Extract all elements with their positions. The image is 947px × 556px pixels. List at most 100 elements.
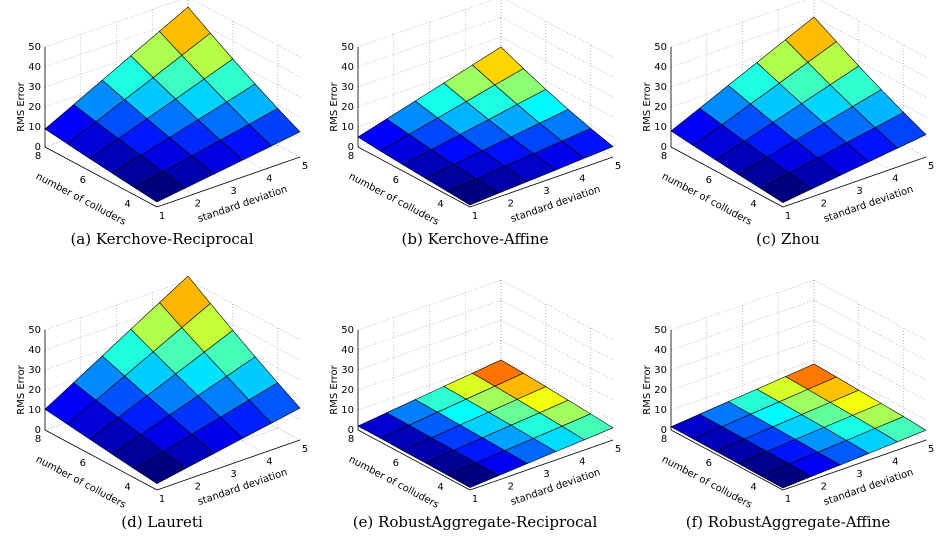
z-tick-label: 0 (661, 425, 667, 436)
x-tick-label: 3 (543, 186, 549, 197)
z-axis-label: RMS Error (329, 81, 340, 131)
caption: (d) Laureti (121, 513, 203, 531)
z-tick-label: 50 (654, 325, 667, 336)
grid-line (500, 319, 614, 381)
x-tick-label: 5 (928, 444, 934, 455)
z-tick-label: 40 (654, 345, 667, 356)
x-tick-label: 5 (615, 444, 621, 455)
y-tick-label: 8 (661, 151, 667, 162)
z-tick-label: 40 (341, 62, 354, 73)
x-tick-label: 4 (579, 457, 585, 468)
x-tick-label: 3 (856, 186, 862, 197)
x-axis (469, 439, 614, 491)
y-tick-label: 6 (706, 175, 712, 186)
x-tick-label: 1 (785, 211, 791, 222)
grid-line (500, 359, 614, 421)
y-tick-label: 8 (661, 434, 667, 445)
y-tick-label: 6 (706, 458, 712, 469)
z-tick-label: 10 (341, 122, 354, 133)
grid-line (187, 16, 301, 78)
x-axis-label: standard deviation (822, 184, 914, 225)
x-tick-label: 2 (508, 199, 514, 210)
y-tick-label: 6 (393, 458, 399, 469)
y-tick-label: 8 (348, 151, 354, 162)
x-tick-label: 3 (230, 186, 236, 197)
grid-line (500, 16, 614, 78)
x-tick-label: 5 (302, 444, 308, 455)
y-tick-label: 6 (80, 175, 86, 186)
x-tick-label: 2 (508, 482, 514, 493)
surface-face (760, 172, 813, 203)
z-tick-label: 30 (654, 82, 667, 93)
grid-line (500, 36, 614, 98)
z-axis-label: RMS Error (329, 364, 340, 414)
grid-line (813, 279, 927, 341)
x-axis-label: standard deviation (509, 467, 601, 508)
z-tick-label: 30 (341, 365, 354, 376)
z-tick-label: 10 (654, 122, 667, 133)
grid-line (500, 279, 614, 341)
grid-line (500, 339, 614, 401)
z-tick-label: 20 (654, 102, 667, 113)
grid-line (500, 299, 614, 361)
grid-line (187, 279, 301, 341)
x-tick-label: 5 (928, 161, 934, 172)
z-tick-label: 10 (654, 405, 667, 416)
y-axis (670, 146, 784, 208)
x-tick-label: 3 (230, 469, 236, 480)
x-tick-label: 5 (615, 161, 621, 172)
z-tick-label: 10 (341, 405, 354, 416)
grid-line (813, 16, 927, 78)
z-axis-label: RMS Error (642, 364, 653, 414)
grid-line (357, 359, 502, 411)
z-axis-label: RMS Error (16, 364, 27, 414)
z-tick-label: 40 (28, 62, 41, 73)
z-tick-label: 50 (28, 325, 41, 336)
y-axis (357, 146, 471, 208)
x-tick-label: 5 (302, 161, 308, 172)
x-tick-label: 1 (785, 494, 791, 505)
grid-line (357, 299, 502, 351)
grid-line (44, 16, 189, 68)
x-tick-label: 2 (821, 199, 827, 210)
x-tick-label: 4 (892, 457, 898, 468)
grid-line (357, 16, 502, 68)
x-tick-label: 1 (472, 211, 478, 222)
z-tick-label: 20 (341, 102, 354, 113)
z-axis-label: RMS Error (16, 81, 27, 131)
x-tick-label: 1 (159, 211, 165, 222)
x-axis-label: standard deviation (509, 184, 601, 225)
grid-line (192, 0, 301, 58)
y-axis (357, 429, 471, 491)
caption: (f) RobustAggregate-Affine (686, 513, 891, 531)
z-tick-label: 50 (341, 42, 354, 53)
x-tick-label: 2 (195, 199, 201, 210)
x-tick-label: 4 (579, 174, 585, 185)
z-tick-label: 40 (341, 345, 354, 356)
z-tick-label: 10 (28, 405, 41, 416)
surface-face (446, 462, 500, 488)
x-axis (156, 156, 301, 208)
z-tick-label: 30 (28, 365, 41, 376)
surface-face (134, 451, 187, 484)
y-axis (670, 429, 784, 491)
caption: (e) RobustAggregate-Reciprocal (353, 513, 598, 531)
z-tick-label: 30 (341, 82, 354, 93)
grid-line (813, 339, 927, 401)
x-axis (782, 156, 927, 208)
x-axis (156, 439, 301, 491)
z-tick-label: 40 (654, 62, 667, 73)
z-axis-label: RMS Error (642, 81, 653, 131)
x-tick-label: 4 (266, 457, 272, 468)
y-tick-label: 4 (437, 482, 443, 493)
y-tick-label: 6 (80, 458, 86, 469)
x-axis-label: standard deviation (822, 467, 914, 508)
x-tick-label: 2 (821, 482, 827, 493)
z-tick-label: 50 (28, 42, 41, 53)
